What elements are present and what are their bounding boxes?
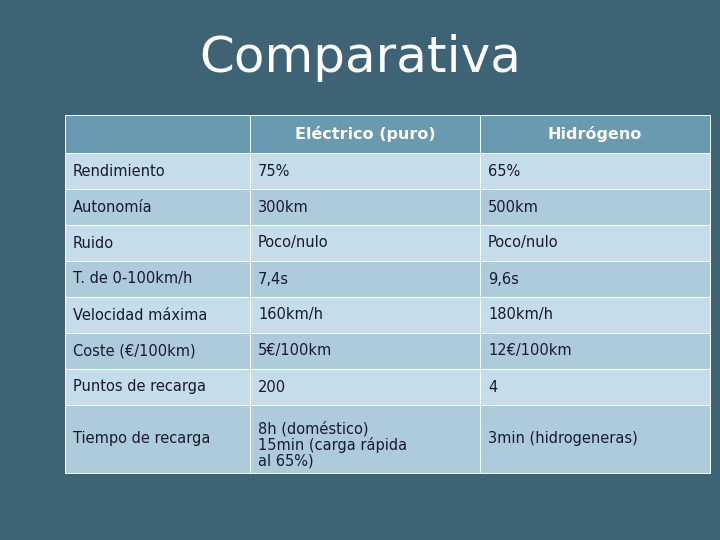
Bar bbox=[480, 189, 710, 225]
Text: Velocidad máxima: Velocidad máxima bbox=[73, 307, 207, 322]
Bar bbox=[250, 153, 480, 189]
Bar bbox=[65, 297, 250, 333]
Text: 5€/100km: 5€/100km bbox=[258, 343, 332, 359]
Bar bbox=[480, 333, 710, 369]
Bar bbox=[65, 261, 250, 297]
Text: 180km/h: 180km/h bbox=[488, 307, 553, 322]
Bar bbox=[65, 153, 250, 189]
Bar bbox=[65, 189, 250, 225]
Text: 200: 200 bbox=[258, 380, 286, 395]
Text: 9,6s: 9,6s bbox=[488, 272, 519, 287]
Bar bbox=[65, 225, 250, 261]
Text: 7,4s: 7,4s bbox=[258, 272, 289, 287]
Bar bbox=[250, 261, 480, 297]
Text: 75%: 75% bbox=[258, 164, 290, 179]
Bar bbox=[65, 333, 250, 369]
Text: 160km/h: 160km/h bbox=[258, 307, 323, 322]
Bar bbox=[480, 405, 710, 473]
Bar bbox=[250, 189, 480, 225]
Text: 12€/100km: 12€/100km bbox=[488, 343, 572, 359]
Bar bbox=[250, 369, 480, 405]
Text: 4: 4 bbox=[488, 380, 498, 395]
Text: Poco/nulo: Poco/nulo bbox=[488, 235, 559, 251]
Bar bbox=[480, 153, 710, 189]
Text: 8h (doméstico): 8h (doméstico) bbox=[258, 421, 369, 436]
Text: Comparativa: Comparativa bbox=[199, 34, 521, 82]
Bar bbox=[480, 369, 710, 405]
Text: Eléctrico (puro): Eléctrico (puro) bbox=[294, 126, 436, 142]
Text: 500km: 500km bbox=[488, 199, 539, 214]
Bar bbox=[250, 225, 480, 261]
Text: 3min (hidrogeneras): 3min (hidrogeneras) bbox=[488, 431, 638, 447]
Text: al 65%): al 65%) bbox=[258, 454, 314, 468]
Text: 65%: 65% bbox=[488, 164, 521, 179]
Text: T. de 0-100km/h: T. de 0-100km/h bbox=[73, 272, 192, 287]
Text: Tiempo de recarga: Tiempo de recarga bbox=[73, 431, 210, 447]
Bar bbox=[480, 225, 710, 261]
Bar bbox=[65, 369, 250, 405]
Bar bbox=[250, 405, 480, 473]
Bar bbox=[65, 115, 250, 153]
Text: Puntos de recarga: Puntos de recarga bbox=[73, 380, 206, 395]
Text: Autonomía: Autonomía bbox=[73, 199, 153, 214]
Bar bbox=[480, 115, 710, 153]
Bar bbox=[250, 297, 480, 333]
Text: Hidrógeno: Hidrógeno bbox=[548, 126, 642, 142]
Text: 300km: 300km bbox=[258, 199, 309, 214]
Text: Ruido: Ruido bbox=[73, 235, 114, 251]
Text: Coste (€/100km): Coste (€/100km) bbox=[73, 343, 196, 359]
Text: Rendimiento: Rendimiento bbox=[73, 164, 166, 179]
Text: Poco/nulo: Poco/nulo bbox=[258, 235, 328, 251]
Bar bbox=[65, 405, 250, 473]
Bar bbox=[250, 333, 480, 369]
Bar bbox=[480, 297, 710, 333]
Bar bbox=[250, 115, 480, 153]
Bar bbox=[480, 261, 710, 297]
Text: 15min (carga rápida: 15min (carga rápida bbox=[258, 437, 407, 453]
